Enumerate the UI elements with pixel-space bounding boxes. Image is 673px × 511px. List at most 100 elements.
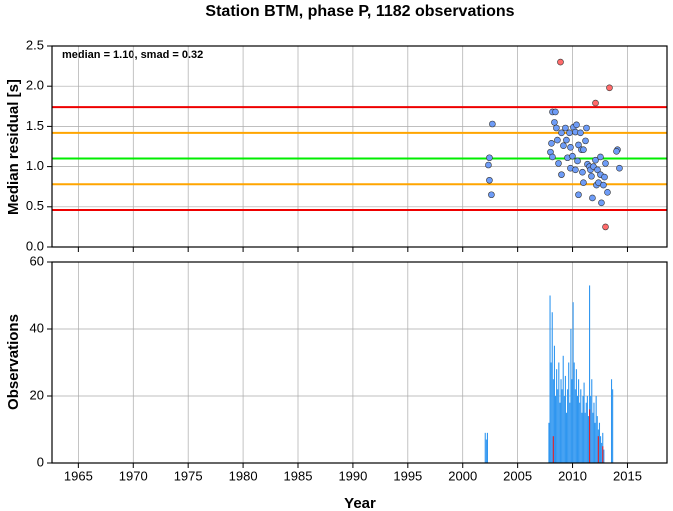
bar bbox=[572, 302, 574, 463]
y-tick-label: 20 bbox=[30, 387, 44, 402]
bar bbox=[595, 396, 597, 463]
point bbox=[616, 164, 623, 172]
annotation: median = 1.10, smad = 0.32 bbox=[62, 49, 203, 61]
bar bbox=[602, 446, 604, 463]
y-axis-title: Median residual [s] bbox=[5, 79, 22, 215]
point bbox=[551, 119, 558, 126]
bar bbox=[568, 362, 570, 463]
point bbox=[567, 144, 574, 151]
point bbox=[580, 179, 587, 186]
bar bbox=[582, 396, 584, 463]
point bbox=[488, 191, 495, 199]
bar bbox=[598, 422, 601, 463]
point bbox=[602, 160, 609, 167]
point bbox=[582, 137, 589, 145]
point bbox=[575, 141, 582, 149]
bar bbox=[583, 382, 585, 463]
point bbox=[604, 189, 611, 196]
point bbox=[560, 142, 567, 149]
bar bbox=[563, 396, 565, 463]
plot-frame bbox=[51, 261, 668, 464]
bar bbox=[603, 449, 605, 463]
point bbox=[553, 124, 560, 132]
x-tick-label: 1980 bbox=[229, 468, 258, 483]
y-tick-label: 1.5 bbox=[26, 118, 44, 133]
point bbox=[572, 166, 579, 174]
point bbox=[592, 156, 599, 164]
x-axis-title: Year bbox=[344, 495, 376, 511]
bar bbox=[600, 436, 602, 463]
point bbox=[558, 129, 565, 137]
bar bbox=[486, 432, 488, 463]
x-tick-label: 2005 bbox=[503, 468, 532, 483]
bar bbox=[570, 329, 572, 463]
bar bbox=[565, 412, 568, 463]
point bbox=[549, 153, 556, 161]
x-tick-label: 2015 bbox=[613, 468, 642, 483]
bar bbox=[580, 389, 582, 463]
bar bbox=[558, 362, 560, 463]
bar bbox=[556, 369, 558, 463]
bar bbox=[485, 439, 487, 463]
bar bbox=[484, 432, 486, 463]
x-tick-label: 1990 bbox=[338, 468, 367, 483]
bar bbox=[550, 362, 552, 463]
point bbox=[563, 136, 570, 144]
plot-frame bbox=[51, 45, 668, 248]
point bbox=[573, 121, 580, 129]
bar bbox=[593, 402, 595, 463]
bar bbox=[560, 379, 562, 463]
bar bbox=[552, 436, 554, 463]
point bbox=[555, 160, 562, 167]
point bbox=[557, 58, 564, 66]
point bbox=[575, 191, 582, 199]
bar bbox=[579, 402, 581, 463]
y-tick-label: 40 bbox=[30, 320, 44, 335]
point bbox=[580, 146, 587, 154]
bar bbox=[553, 345, 555, 463]
bar bbox=[569, 402, 571, 463]
point bbox=[569, 152, 576, 160]
y-tick-label: 1.0 bbox=[26, 158, 44, 173]
point bbox=[588, 172, 595, 180]
point bbox=[486, 154, 493, 162]
bar bbox=[549, 295, 551, 463]
bar bbox=[551, 312, 553, 463]
bar bbox=[590, 396, 592, 463]
bar bbox=[592, 412, 594, 463]
point bbox=[598, 199, 605, 207]
point bbox=[597, 153, 604, 161]
bar bbox=[567, 389, 569, 463]
bar bbox=[564, 375, 566, 463]
x-tick-label: 1965 bbox=[64, 468, 93, 483]
point bbox=[489, 120, 496, 128]
point bbox=[606, 84, 613, 92]
y-tick-label: 2.0 bbox=[26, 78, 44, 93]
point bbox=[566, 129, 573, 137]
y-tick-label: 60 bbox=[30, 253, 44, 268]
x-tick-label: 2010 bbox=[558, 468, 587, 483]
point bbox=[600, 181, 607, 189]
y-axis-title: Observations bbox=[5, 314, 22, 410]
point bbox=[579, 168, 586, 176]
bar bbox=[573, 362, 575, 463]
point bbox=[562, 124, 569, 132]
x-tick-label: 1975 bbox=[174, 468, 203, 483]
y-tick-label: 0.0 bbox=[26, 238, 44, 253]
bar bbox=[552, 379, 554, 463]
bar bbox=[554, 396, 557, 463]
point bbox=[594, 166, 601, 174]
point bbox=[592, 99, 599, 107]
bar bbox=[578, 379, 580, 463]
bar bbox=[594, 422, 596, 463]
bar bbox=[576, 396, 579, 463]
bar bbox=[562, 355, 564, 463]
point bbox=[548, 139, 555, 147]
point bbox=[574, 157, 581, 165]
bar bbox=[559, 402, 561, 463]
bar bbox=[561, 389, 563, 463]
bar bbox=[575, 369, 577, 463]
point bbox=[577, 129, 584, 137]
y-tick-label: 2.5 bbox=[26, 37, 44, 52]
